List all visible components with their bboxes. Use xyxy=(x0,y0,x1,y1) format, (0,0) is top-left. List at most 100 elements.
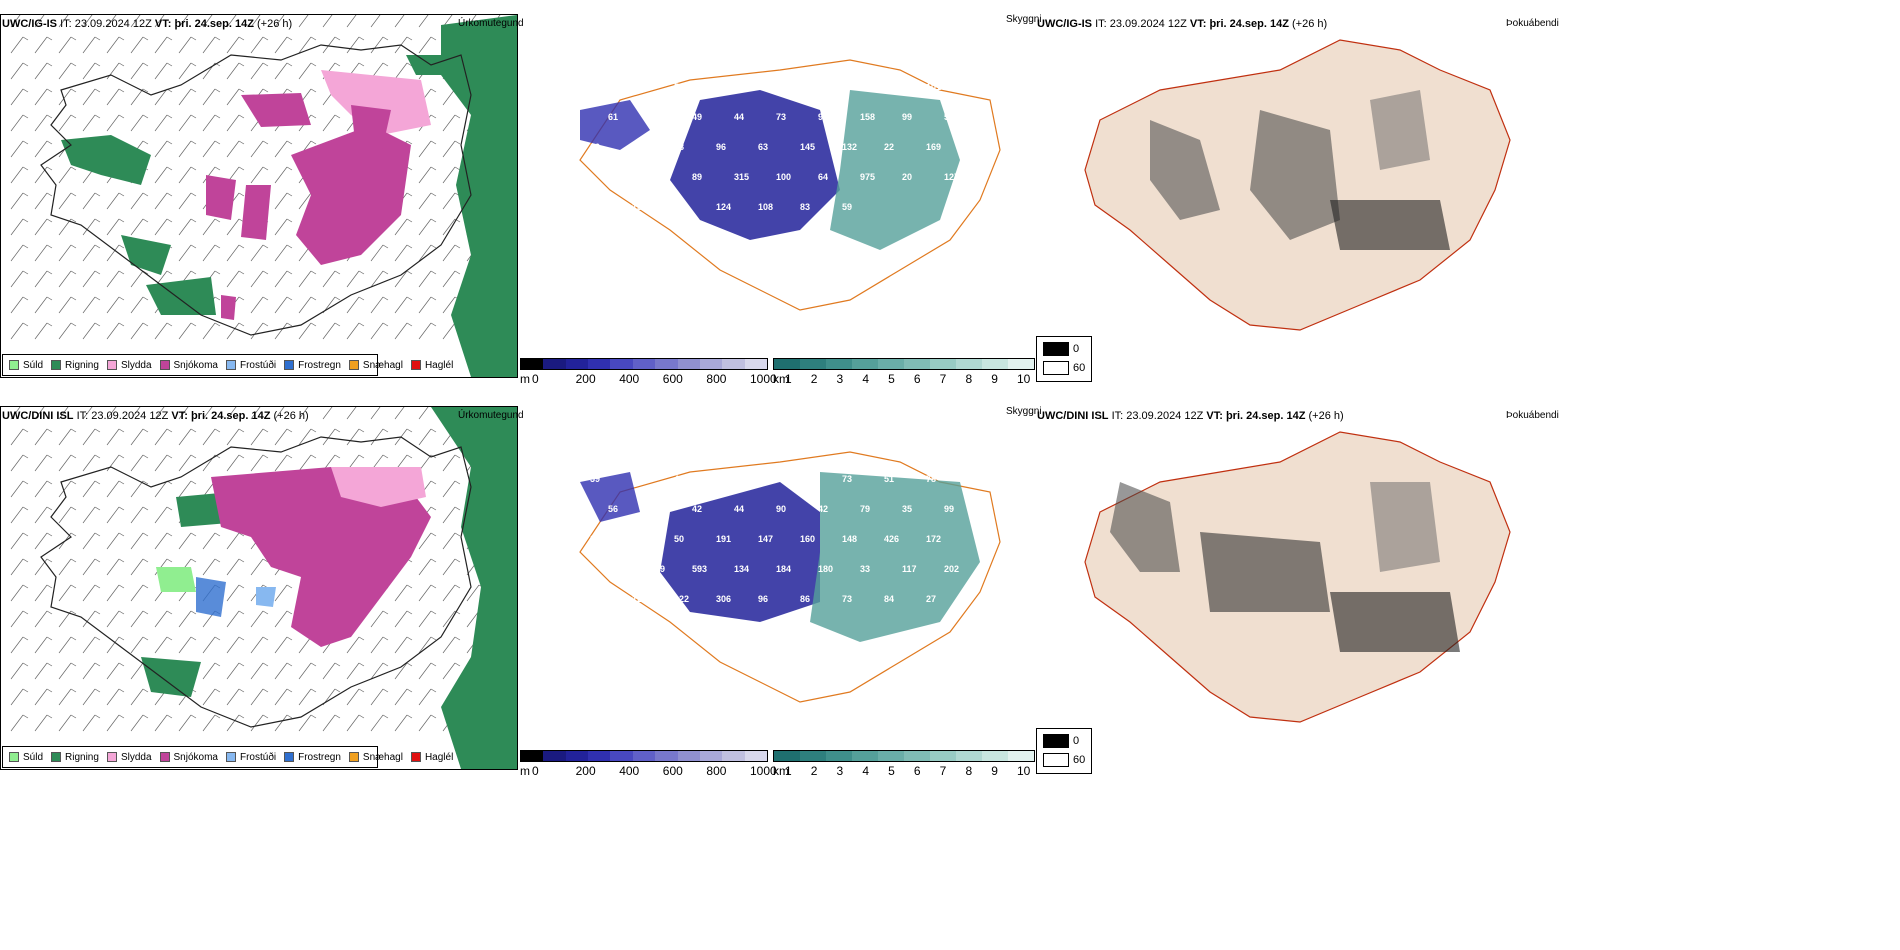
rain-area xyxy=(61,135,151,185)
wind-barb xyxy=(346,428,365,446)
wind-barb xyxy=(274,662,293,680)
wind-barb xyxy=(226,428,245,446)
wind-barb xyxy=(58,610,77,628)
wind-barb xyxy=(298,714,317,732)
wind-barb xyxy=(274,244,293,262)
wind-barb xyxy=(130,407,141,420)
ceiling-value-label: 100 xyxy=(776,172,791,182)
wind-barb xyxy=(274,296,293,314)
wind-barb xyxy=(346,15,357,28)
ceiling-value-label: 124 xyxy=(758,474,773,484)
precip-legend-item: Slydda xyxy=(106,360,152,371)
wind-barb xyxy=(370,15,381,28)
colorbar-swatch xyxy=(852,751,878,761)
precip-legend-item: Haglél xyxy=(410,359,454,371)
panel-title: UWC/DINI ISL IT: 23.09.2024 12Z VT: þri.… xyxy=(2,410,309,422)
colorbar-swatch xyxy=(1008,359,1034,369)
wind-barb xyxy=(418,218,437,236)
wind-barb xyxy=(34,296,53,314)
wind-barb xyxy=(226,62,245,80)
wind-barb xyxy=(346,688,365,706)
wind-barb xyxy=(130,636,149,654)
wind-barb xyxy=(322,322,341,340)
wind-barb xyxy=(106,610,125,628)
wind-barb xyxy=(178,322,197,340)
wind-barb xyxy=(250,244,269,262)
wind-barb xyxy=(274,714,293,732)
low-ceiling-area xyxy=(580,472,640,522)
colorbar-swatch xyxy=(699,751,723,761)
wind-barb xyxy=(58,296,77,314)
wind-barb xyxy=(178,714,197,732)
wind-barb xyxy=(10,36,29,54)
wind-barb xyxy=(34,322,53,340)
visibility-colorbar: km 1 2 3 4 5 6 7 8 9 10 xyxy=(773,358,1035,392)
low-ceiling-area xyxy=(660,482,820,622)
colorbar-swatch xyxy=(655,751,678,761)
snow-area xyxy=(221,295,236,320)
wind-barb xyxy=(154,506,173,524)
ceiling-value-label: 51 xyxy=(884,474,894,484)
wind-barb xyxy=(202,36,221,54)
precip-legend-item: Frostúði xyxy=(225,360,276,371)
wind-barb xyxy=(130,688,149,706)
colorbar-tick: 9 xyxy=(991,764,998,778)
wind-barb xyxy=(106,88,125,106)
iceland-coastline xyxy=(40,44,472,336)
ceiling-value-label: 54 xyxy=(842,82,852,92)
wind-barb xyxy=(250,15,261,28)
wind-barb xyxy=(298,36,317,54)
colorbar-tick: 3 xyxy=(836,764,844,778)
colorbar-swatch xyxy=(610,751,633,761)
precip-legend-swatch xyxy=(159,752,170,762)
fog-legend-swatch-0 xyxy=(1043,342,1069,356)
wind-barb xyxy=(298,662,317,680)
wind-barb xyxy=(298,62,317,80)
wind-barb xyxy=(10,688,29,706)
wind-barb xyxy=(226,636,245,654)
wind-barb xyxy=(34,662,53,680)
colorbar-tick: 0 xyxy=(532,764,539,778)
wind-barb xyxy=(154,140,173,158)
wind-barb xyxy=(130,454,149,472)
wind-barb xyxy=(394,610,413,628)
wind-barb xyxy=(250,454,269,472)
wind-barb xyxy=(394,584,413,602)
wind-barb xyxy=(178,532,197,550)
ceiling-value-label: 306 xyxy=(716,594,731,604)
wind-barb xyxy=(10,15,21,28)
fog-area xyxy=(1370,90,1430,170)
colorbar-swatch xyxy=(565,751,589,761)
wind-barb xyxy=(274,192,293,210)
colorbar-tick: 6 xyxy=(913,372,921,386)
wind-barb xyxy=(322,714,341,732)
wind-barb xyxy=(346,662,365,680)
colorbar-tick: 4 xyxy=(862,372,870,386)
fog-legend-swatch-60 xyxy=(1043,753,1069,767)
precip-legend-label: Haglél xyxy=(424,359,454,371)
ceiling-value-label: 35 xyxy=(902,504,912,514)
wind-barb xyxy=(418,244,437,262)
wind-barb xyxy=(106,270,125,288)
ceiling-value-label: 147 xyxy=(758,534,773,544)
colorbar-tick: 10 xyxy=(1017,764,1031,778)
wind-barb xyxy=(346,322,365,340)
wind-barb xyxy=(34,688,53,706)
wind-barb xyxy=(274,140,293,158)
ceiling-value-label: 73 xyxy=(842,474,852,484)
colorbar-tick: 1000 xyxy=(750,372,777,386)
precip-map xyxy=(1,15,517,377)
fog-area xyxy=(1330,592,1460,652)
ceiling-value-label: 10 xyxy=(590,142,600,152)
wind-barb xyxy=(370,610,389,628)
wind-barb xyxy=(34,244,53,262)
colorbar-swatch xyxy=(565,359,589,369)
colorbar-swatch xyxy=(677,359,700,369)
wind-barb xyxy=(226,584,245,602)
wind-barb xyxy=(178,36,197,54)
panel-title: UWC/IG-IS IT: 23.09.2024 12Z VT: þri. 24… xyxy=(1037,18,1328,30)
colorbar-tick: 10 xyxy=(1017,372,1031,386)
wind-barb xyxy=(82,454,101,472)
wind-barb xyxy=(226,114,245,132)
wind-barb xyxy=(82,407,93,420)
